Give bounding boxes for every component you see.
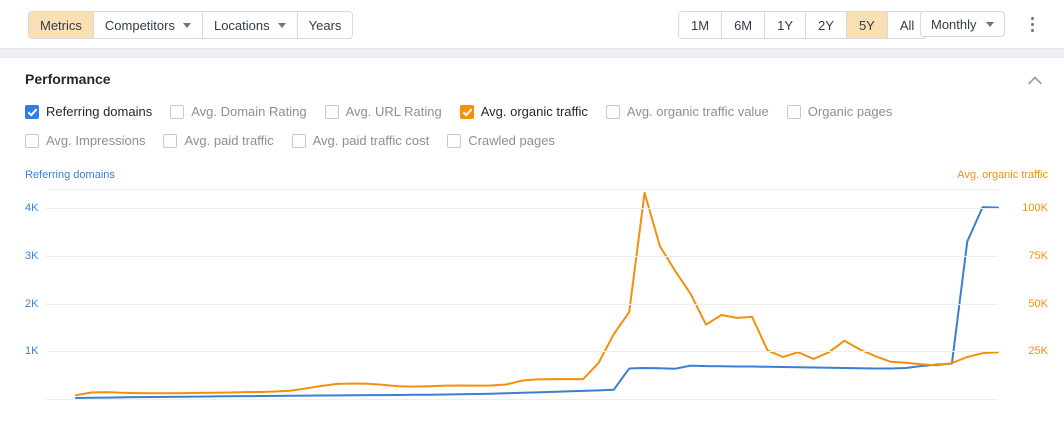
gridline — [46, 303, 998, 305]
metric-label: Avg. paid traffic cost — [312, 133, 430, 148]
metric-label: Avg. URL Rating — [345, 104, 442, 119]
checkbox-icon[interactable] — [170, 104, 185, 119]
view-tabs-group: Metrics Competitors Locations Years — [28, 11, 354, 39]
metric-checkbox-organic-pages[interactable]: Organic pages — [786, 104, 893, 119]
right-axis-tick: 100K — [1022, 202, 1048, 215]
checkbox-icon[interactable] — [291, 133, 306, 148]
right-axis-tick: 50K — [1028, 297, 1048, 310]
chevron-up-icon[interactable] — [1024, 70, 1046, 92]
series-lines — [46, 189, 998, 399]
tab-locations[interactable]: Locations — [202, 12, 298, 38]
granularity-dropdown[interactable]: Monthly — [920, 11, 1005, 37]
range-all[interactable]: All — [887, 12, 927, 38]
chevron-down-icon — [182, 22, 191, 28]
metric-checkbox-crawled-pages[interactable]: Crawled pages — [447, 133, 555, 148]
kebab-dot — [1030, 28, 1034, 32]
gridline — [46, 208, 998, 210]
tab-years[interactable]: Years — [297, 12, 353, 38]
series-line-referring-domains — [76, 207, 998, 398]
left-axis-tick: 4K — [25, 202, 39, 215]
tab-label: Metrics — [40, 17, 82, 33]
top-toolbar: Metrics Competitors Locations Years 1M 6M 1Y 2… — [0, 0, 1064, 49]
metric-checkbox-avg-impressions[interactable]: Avg. Impressions — [25, 133, 145, 148]
checkbox-checked-icon[interactable] — [25, 104, 39, 119]
plot-area — [46, 189, 998, 400]
metric-checkbox-row-1: Referring domains Avg. Domain Rating Avg. … — [25, 104, 910, 119]
metric-label: Avg. Impressions — [46, 133, 146, 148]
metric-label: Avg. Domain Rating — [191, 104, 307, 119]
left-axis-title: Referring domains — [25, 169, 115, 181]
checkbox-icon[interactable] — [25, 133, 39, 148]
metric-label: Avg. organic traffic — [480, 104, 588, 119]
tab-label: Locations — [213, 17, 270, 33]
checkbox-icon[interactable] — [447, 133, 462, 148]
time-range-group: 1M 6M 1Y 2Y 5Y All — [678, 11, 928, 39]
metric-checkbox-avg-url-rating[interactable]: Avg. URL Rating — [324, 104, 442, 119]
left-axis-tick: 3K — [25, 249, 39, 262]
metric-checkbox-avg-organic-traffic[interactable]: Avg. organic traffic — [459, 104, 588, 119]
metric-label: Avg. paid traffic — [184, 133, 274, 148]
metric-checkbox-avg-domain-rating[interactable]: Avg. Domain Rating — [170, 104, 307, 119]
kebab-menu-icon[interactable] — [1023, 13, 1041, 35]
left-axis-tick: 1K — [25, 345, 39, 358]
performance-chart: Referring domains Avg. organic traffic 1… — [0, 161, 1064, 440]
tab-label: Years — [308, 17, 342, 33]
metric-checkbox-avg-paid-traffic[interactable]: Avg. paid traffic — [163, 133, 274, 148]
metric-checkbox-avg-paid-traffic-cost[interactable]: Avg. paid traffic cost — [291, 133, 430, 148]
right-axis-title: Avg. organic traffic — [957, 169, 1048, 181]
right-axis-tick: 75K — [1028, 249, 1048, 262]
tab-competitors[interactable]: Competitors — [93, 12, 203, 38]
range-1y[interactable]: 1Y — [765, 12, 807, 38]
checkbox-checked-icon[interactable] — [459, 104, 474, 119]
checkbox-icon[interactable] — [786, 104, 801, 119]
metric-label: Referring domains — [46, 104, 153, 119]
chevron-down-icon — [985, 21, 994, 27]
gridline — [46, 351, 998, 353]
range-1m[interactable]: 1M — [679, 12, 723, 38]
metric-checkbox-referring-domains[interactable]: Referring domains — [25, 104, 152, 119]
gridline — [46, 189, 998, 190]
metric-checkbox-avg-organic-traffic-value[interactable]: Avg. organic traffic value — [605, 104, 769, 119]
left-axis-tick: 2K — [25, 297, 39, 310]
tab-metrics[interactable]: Metrics — [29, 12, 94, 38]
range-6m[interactable]: 6M — [722, 12, 766, 38]
range-2y[interactable]: 2Y — [806, 12, 847, 38]
checkbox-icon[interactable] — [324, 104, 339, 119]
right-axis-tick: 25K — [1028, 345, 1048, 358]
metric-checkbox-row-2: Avg. Impressions Avg. paid traffic Avg. pa… — [25, 133, 573, 148]
kebab-dot — [1030, 16, 1034, 20]
gridline — [46, 255, 998, 257]
page-title: Performance — [25, 71, 111, 87]
granularity-label: Monthly — [931, 16, 977, 32]
checkbox-icon[interactable] — [163, 133, 178, 148]
metric-label: Organic pages — [807, 104, 893, 119]
series-line-avg-organic-traffic — [76, 193, 998, 395]
metric-label: Avg. organic traffic value — [626, 104, 769, 119]
range-5y[interactable]: 5Y — [846, 12, 888, 38]
chevron-down-icon — [277, 22, 286, 28]
tab-label: Competitors — [104, 17, 175, 33]
metric-label: Crawled pages — [468, 133, 555, 148]
performance-panel: Performance Referring domains Avg. Domain… — [0, 57, 1064, 440]
kebab-dot — [1030, 22, 1034, 26]
checkbox-icon[interactable] — [605, 104, 620, 119]
gridline — [46, 399, 998, 400]
